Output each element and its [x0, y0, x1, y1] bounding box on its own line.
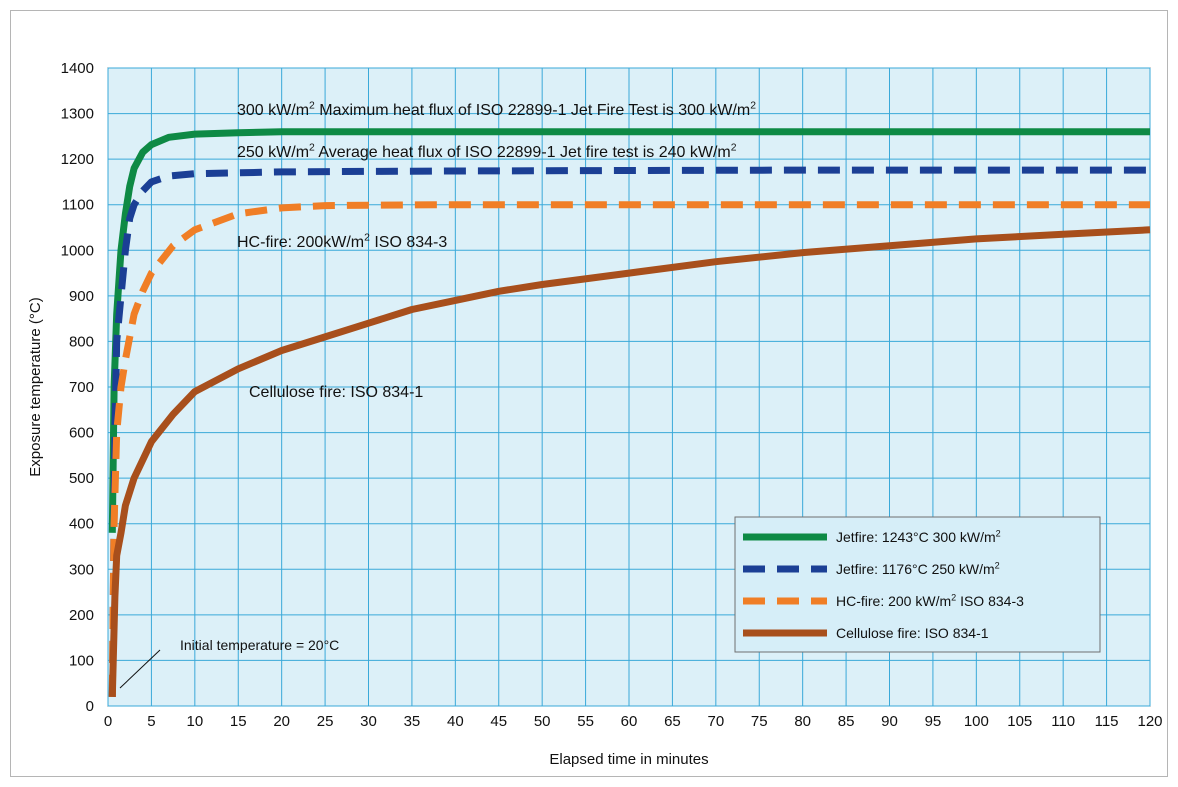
series-line-jetfire-250	[108, 166, 1150, 697]
x-tick-label: 30	[360, 713, 377, 730]
legend-label-hc-fire: HC-fire: 200 kW/m2 ISO 834-3	[836, 592, 1024, 609]
x-tick-label: 45	[490, 713, 507, 730]
series-line-jetfire-300	[108, 128, 1150, 533]
legend-label-jetfire-250: Jetfire: 1176°C 250 kW/m2	[836, 560, 1000, 577]
annotation-acel: Cellulose fire: ISO 834-1	[249, 384, 423, 401]
legend: Jetfire: 1243°C 300 kW/m2 Jetfire: 1176°C…	[734, 516, 1101, 653]
y-tick-label: 1200	[61, 151, 94, 168]
y-tick-label: 1000	[61, 242, 94, 259]
x-tick-label: 85	[838, 713, 855, 730]
legend-label-jetfire-300: Jetfire: 1243°C 300 kW/m2	[836, 528, 1001, 545]
x-tick-label: 100	[964, 713, 989, 730]
x-tick-label: 105	[1007, 713, 1032, 730]
initial-temp-pointer	[119, 649, 161, 689]
y-tick-label: 200	[69, 607, 94, 624]
x-tick-label: 115	[1095, 713, 1119, 730]
y-tick-label: 500	[69, 470, 94, 487]
annotation-a250: 250 kW/m2 Average heat flux of ISO 22899…	[237, 143, 737, 161]
series-line-hc-fire	[108, 201, 1150, 697]
x-tick-label: 75	[751, 713, 768, 730]
legend-label-cellulose: Cellulose fire: ISO 834-1	[836, 625, 989, 641]
y-tick-label: 900	[69, 288, 94, 305]
annotation-a300: 300 kW/m2 Maximum heat flux of ISO 22899…	[237, 101, 756, 119]
x-tick-label: 65	[664, 713, 681, 730]
y-tick-label: 100	[69, 652, 94, 669]
axes: 0 5 10 15 20 25 30 35 40 45 50 55 60 65 70 75 80 85 90 95 10…	[61, 60, 1163, 730]
y-tick-label: 300	[69, 561, 94, 578]
y-axis-label: Exposure temperature (°C)	[27, 297, 44, 476]
x-tick-label: 90	[881, 713, 898, 730]
y-tick-label: 0	[86, 698, 94, 715]
x-tick-label: 50	[534, 713, 551, 730]
x-axis-label: Elapsed time in minutes	[549, 751, 708, 768]
x-tick-label: 95	[925, 713, 942, 730]
x-tick-label: 70	[707, 713, 724, 730]
annotations: 300 kW/m2 Maximum heat flux of ISO 22899…	[119, 101, 756, 689]
x-tick-label: 35	[404, 713, 421, 730]
y-tick-label: 1300	[61, 106, 94, 123]
y-tick-label: 400	[69, 516, 94, 533]
y-tick-label: 1100	[62, 197, 94, 214]
x-tick-label: 25	[317, 713, 334, 730]
x-tick-label: 0	[104, 713, 112, 730]
x-tick-label: 80	[794, 713, 811, 730]
x-tick-label: 55	[577, 713, 594, 730]
x-tick-label: 40	[447, 713, 464, 730]
x-tick-label: 5	[147, 713, 155, 730]
series-line-cellulose	[108, 226, 1151, 697]
annotation-ahc: HC-fire: 200kW/m2 ISO 834-3	[237, 233, 447, 251]
annotation-ainit: Initial temperature = 20°C	[180, 637, 339, 653]
y-tick-label: 1400	[61, 60, 94, 77]
y-tick-label: 600	[69, 425, 94, 442]
series-lines	[108, 128, 1151, 697]
x-tick-label: 60	[621, 713, 638, 730]
y-tick-label: 800	[69, 333, 94, 350]
x-tick-label: 10	[186, 713, 203, 730]
x-tick-label: 15	[230, 713, 247, 730]
x-tick-label: 20	[273, 713, 290, 730]
x-tick-label: 120	[1137, 713, 1162, 730]
x-tick-label: 110	[1051, 713, 1075, 730]
y-tick-label: 700	[69, 379, 94, 396]
